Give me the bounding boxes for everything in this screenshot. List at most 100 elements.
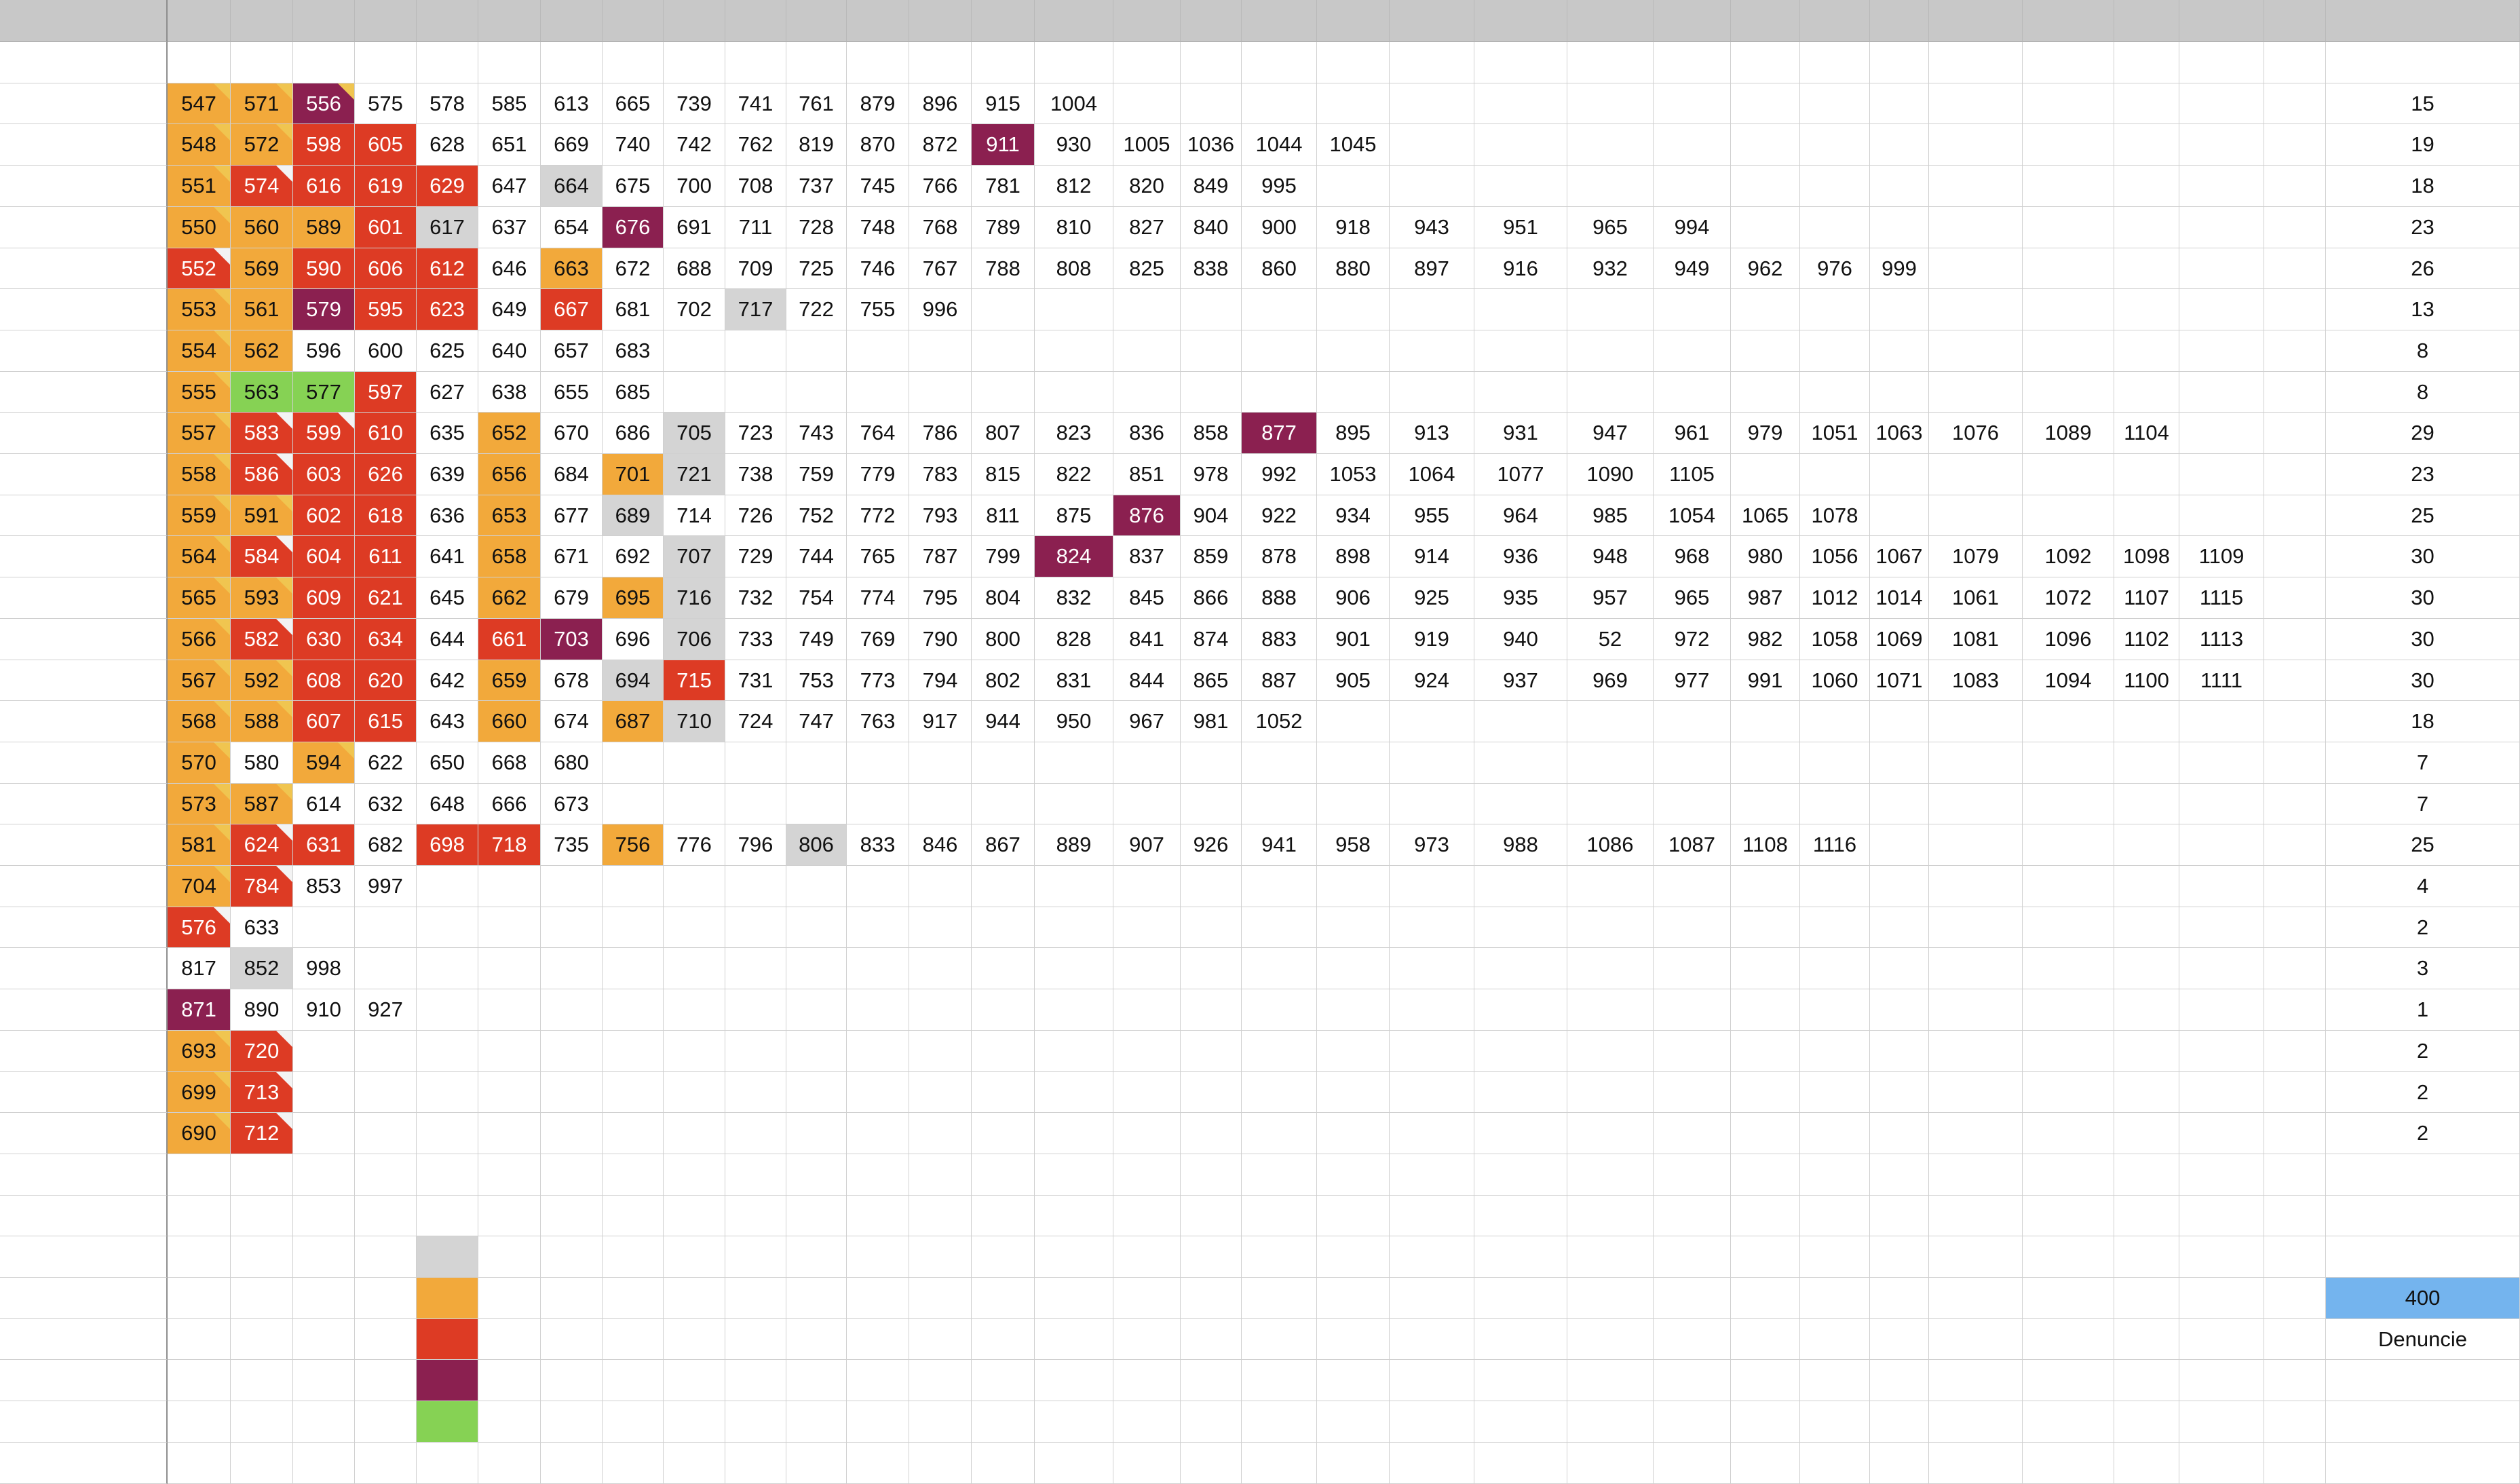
value-cell[interactable]: 1077 — [1474, 454, 1567, 495]
value-cell[interactable]: 1096 — [2023, 619, 2114, 660]
day-cell[interactable] — [909, 1072, 972, 1113]
status-cell[interactable]: 877 — [1242, 413, 1317, 454]
day-cell[interactable] — [725, 1360, 786, 1401]
value-cell[interactable]: 950 — [1035, 701, 1113, 742]
status-cell[interactable]: 572 — [231, 124, 293, 166]
day-cell[interactable] — [1113, 1401, 1181, 1443]
day-cell[interactable] — [1654, 989, 1731, 1031]
day-cell[interactable] — [2264, 989, 2326, 1031]
status-cell[interactable]: 911 — [972, 124, 1035, 166]
day-cell[interactable] — [1035, 1236, 1113, 1278]
total-cell[interactable]: 3 — [2326, 948, 2520, 989]
value-cell[interactable]: 742 — [664, 124, 725, 166]
day-cell[interactable] — [2114, 166, 2179, 207]
status-cell[interactable]: 610 — [355, 413, 417, 454]
day-cell[interactable] — [2179, 701, 2264, 742]
day-cell[interactable] — [1390, 1154, 1474, 1196]
day-cell[interactable] — [1474, 124, 1567, 166]
day-cell[interactable] — [2264, 536, 2326, 577]
value-cell[interactable]: 930 — [1035, 124, 1113, 166]
status-cell[interactable]: 576 — [168, 907, 231, 948]
day-cell[interactable] — [1870, 124, 1929, 166]
day-cell[interactable] — [541, 1154, 603, 1196]
column-header[interactable] — [478, 0, 541, 42]
value-cell[interactable]: 1056 — [1800, 536, 1870, 577]
day-cell[interactable] — [1242, 989, 1317, 1031]
total-cell[interactable]: 7 — [2326, 784, 2520, 824]
total-cell[interactable]: 8 — [2326, 330, 2520, 372]
day-cell[interactable] — [231, 1154, 293, 1196]
day-cell[interactable] — [1870, 1319, 1929, 1360]
day-cell[interactable] — [1035, 1360, 1113, 1401]
value-cell[interactable]: 961 — [1654, 413, 1731, 454]
day-cell[interactable] — [847, 1443, 909, 1484]
value-cell[interactable]: 675 — [603, 166, 664, 207]
day-cell[interactable] — [1654, 701, 1731, 742]
day-cell[interactable] — [1731, 330, 1800, 372]
total-cell[interactable]: 8 — [2326, 372, 2520, 413]
day-cell[interactable] — [2264, 330, 2326, 372]
day-cell[interactable] — [1035, 1031, 1113, 1072]
day-cell[interactable] — [786, 742, 847, 784]
value-cell[interactable]: 733 — [725, 619, 786, 660]
value-cell[interactable]: 795 — [909, 577, 972, 619]
day-cell[interactable] — [1731, 454, 1800, 495]
value-cell[interactable]: 1054 — [1654, 495, 1731, 536]
status-cell[interactable]: 555 — [168, 372, 231, 413]
day-cell[interactable] — [909, 1319, 972, 1360]
day-cell[interactable] — [1474, 330, 1567, 372]
value-cell[interactable]: 1012 — [1800, 577, 1870, 619]
day-cell[interactable] — [1317, 1072, 1390, 1113]
day-cell[interactable] — [2114, 1113, 2179, 1154]
day-cell[interactable] — [1113, 42, 1181, 83]
total-cell[interactable]: 30 — [2326, 619, 2520, 660]
day-cell[interactable] — [2023, 248, 2114, 289]
day-cell[interactable] — [1474, 948, 1567, 989]
day-cell[interactable] — [1731, 1072, 1800, 1113]
day-cell[interactable] — [1800, 989, 1870, 1031]
value-cell[interactable]: 860 — [1242, 248, 1317, 289]
day-cell[interactable] — [231, 1360, 293, 1401]
day-cell[interactable] — [355, 1360, 417, 1401]
day-cell[interactable] — [909, 330, 972, 372]
status-cell[interactable]: 584 — [231, 536, 293, 577]
day-cell[interactable] — [355, 1236, 417, 1278]
day-cell[interactable] — [2114, 701, 2179, 742]
day-cell[interactable] — [2023, 42, 2114, 83]
day-cell[interactable] — [541, 907, 603, 948]
value-cell[interactable]: 633 — [231, 907, 293, 948]
value-cell[interactable]: 859 — [1181, 536, 1242, 577]
day-cell[interactable] — [725, 1113, 786, 1154]
value-cell[interactable]: 755 — [847, 289, 909, 330]
value-cell[interactable]: 723 — [725, 413, 786, 454]
day-cell[interactable] — [1870, 1072, 1929, 1113]
day-cell[interactable] — [541, 1072, 603, 1113]
status-cell[interactable]: 706 — [664, 619, 725, 660]
value-cell[interactable]: 978 — [1181, 454, 1242, 495]
status-cell[interactable]: 707 — [664, 536, 725, 577]
day-cell[interactable] — [1870, 1113, 1929, 1154]
day-cell[interactable] — [2264, 866, 2326, 907]
value-cell[interactable]: 684 — [541, 454, 603, 495]
day-cell[interactable] — [1317, 83, 1390, 124]
value-cell[interactable]: 781 — [972, 166, 1035, 207]
total-cell[interactable]: 23 — [2326, 207, 2520, 248]
day-cell[interactable] — [1035, 1113, 1113, 1154]
day-cell[interactable] — [1567, 1196, 1654, 1236]
player-name[interactable] — [0, 536, 168, 577]
day-cell[interactable] — [664, 1072, 725, 1113]
status-cell[interactable]: 701 — [603, 454, 664, 495]
day-cell[interactable] — [972, 1278, 1035, 1319]
value-cell[interactable]: 913 — [1390, 413, 1474, 454]
day-cell[interactable] — [478, 907, 541, 948]
value-cell[interactable]: 922 — [1242, 495, 1317, 536]
day-cell[interactable] — [786, 907, 847, 948]
day-cell[interactable] — [231, 42, 293, 83]
day-cell[interactable] — [1929, 784, 2023, 824]
value-cell[interactable]: 804 — [972, 577, 1035, 619]
day-cell[interactable] — [1317, 330, 1390, 372]
day-cell[interactable] — [2114, 784, 2179, 824]
day-cell[interactable] — [1474, 1319, 1567, 1360]
day-cell[interactable] — [2023, 1072, 2114, 1113]
